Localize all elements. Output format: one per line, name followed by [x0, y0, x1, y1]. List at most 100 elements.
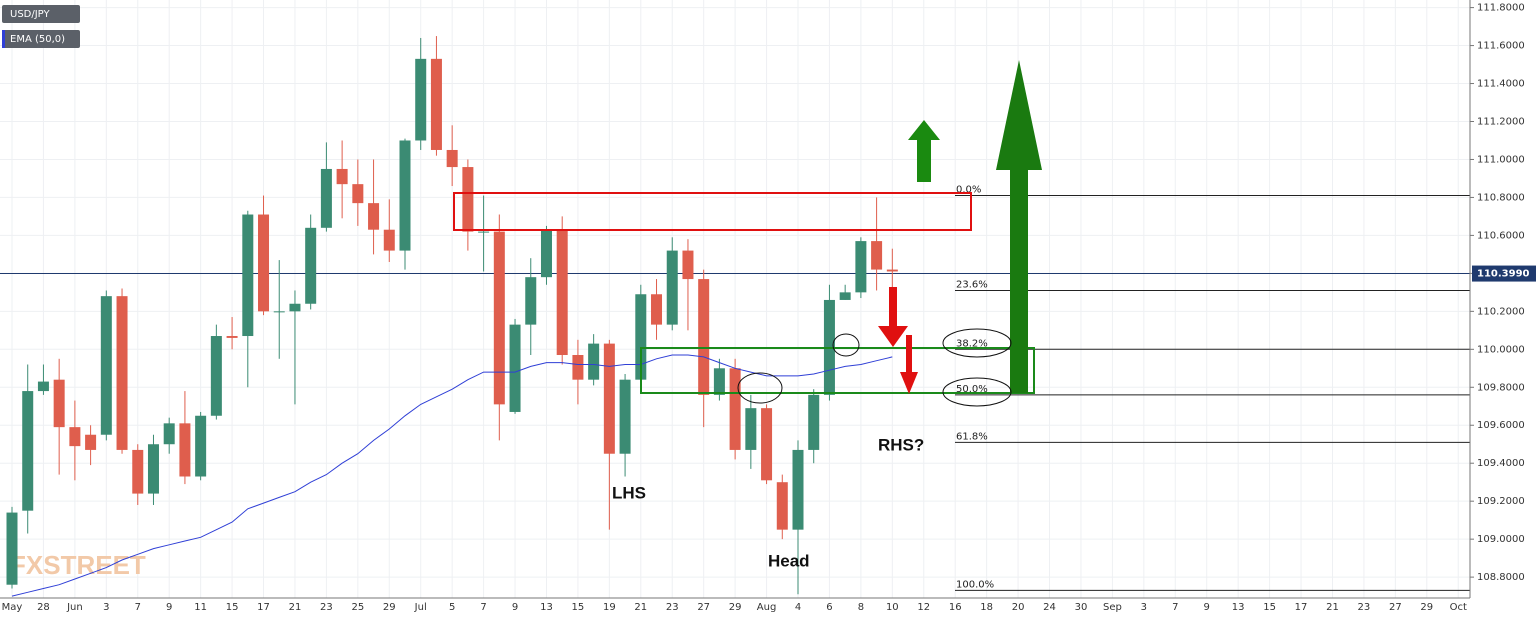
- candle-body: [745, 408, 757, 450]
- x-tick-label: 23: [320, 602, 333, 613]
- last-price-tag: [1472, 265, 1536, 282]
- candle-body: [525, 277, 537, 325]
- x-tick-label: Oct: [1450, 602, 1467, 613]
- candle-body: [666, 250, 678, 325]
- resistance-box: [453, 192, 972, 231]
- y-tick-label: 111.4000: [1477, 79, 1525, 90]
- candle-body: [556, 229, 568, 356]
- x-tick-label: 10: [886, 602, 899, 613]
- candle-body: [792, 449, 804, 530]
- up-arrow-large: [996, 60, 1042, 393]
- legend: USD/JPY EMA (50,0): [2, 5, 80, 48]
- legend-box: [2, 5, 80, 23]
- grid: [0, 0, 1470, 598]
- candle-body: [588, 343, 600, 380]
- candle-body: [305, 227, 317, 304]
- fib-label: 100.0%: [956, 579, 994, 590]
- candle-body: [713, 368, 725, 395]
- highlight-ellipse: [737, 372, 783, 404]
- x-tick-label: 24: [1043, 602, 1056, 613]
- candle-body: [368, 203, 380, 230]
- candle-body: [210, 336, 222, 416]
- x-tick-label: Jul: [414, 602, 427, 613]
- candle-body: [100, 296, 112, 435]
- candle-body: [871, 241, 883, 270]
- x-tick-label: 29: [729, 602, 742, 613]
- x-tick-label: 11: [194, 602, 207, 613]
- candle-body: [761, 408, 773, 481]
- annotation: Head: [768, 551, 810, 570]
- y-tick-label: 109.2000: [1477, 496, 1525, 507]
- x-tick-label: 15: [226, 602, 239, 613]
- x-tick-label: 3: [1141, 602, 1147, 613]
- candle-body: [352, 184, 364, 204]
- x-tick-label: 5: [449, 602, 455, 613]
- x-tick-label: 6: [826, 602, 832, 613]
- legend-symbol: USD/JPY: [10, 9, 50, 20]
- candle-body: [6, 512, 18, 585]
- x-tick-label: 19: [603, 602, 616, 613]
- down-arrow: [900, 335, 918, 394]
- candle-body: [572, 355, 584, 380]
- x-tick-label: May: [2, 602, 23, 613]
- highlight-ellipse: [942, 377, 1012, 407]
- x-tick-label: 20: [1012, 602, 1025, 613]
- candle-body: [698, 279, 710, 395]
- candle-body: [147, 444, 159, 494]
- up-arrow-small: [908, 120, 940, 182]
- x-tick-label: 30: [1075, 602, 1088, 613]
- x-tick-label: 23: [666, 602, 679, 613]
- x-tick-label: 29: [1420, 602, 1433, 613]
- y-tick-label: 109.4000: [1477, 458, 1525, 469]
- annotation: RHS?: [878, 435, 924, 454]
- watermark: FXSTREET: [10, 550, 146, 580]
- x-tick-label: 21: [634, 602, 647, 613]
- x-tick-label: 7: [480, 602, 486, 613]
- x-tick-label: 16: [949, 602, 962, 613]
- x-tick-label: 21: [289, 602, 302, 613]
- price-axis-bg: [1470, 0, 1536, 618]
- candle-body: [635, 294, 647, 380]
- candle-body: [37, 381, 49, 392]
- legend-swatch: [2, 30, 5, 48]
- y-tick-label: 109.8000: [1477, 382, 1525, 393]
- x-tick-label: 25: [351, 602, 364, 613]
- x-tick-label: 7: [135, 602, 141, 613]
- candle-body: [320, 168, 332, 228]
- x-tick-label: 9: [1204, 602, 1210, 613]
- x-tick-label: 23: [1358, 602, 1371, 613]
- candle-body: [273, 311, 285, 313]
- y-tick-label: 110.8000: [1477, 192, 1525, 203]
- candle-body: [415, 58, 427, 141]
- y-tick-label: 110.0000: [1477, 344, 1525, 355]
- highlight-ellipse: [832, 333, 860, 357]
- x-tick-label: 12: [917, 602, 930, 613]
- y-tick-label: 110.2000: [1477, 306, 1525, 317]
- candle-body: [22, 391, 34, 511]
- x-tick-label: 15: [572, 602, 585, 613]
- candle-body: [682, 250, 694, 280]
- x-tick-label: 18: [980, 602, 993, 613]
- fib-label: 23.6%: [956, 279, 988, 290]
- candle-body: [179, 423, 191, 477]
- x-tick-label: 27: [1389, 602, 1402, 613]
- x-tick-label: Jun: [66, 602, 83, 613]
- candle-body: [430, 58, 442, 150]
- overlays: [453, 60, 1042, 407]
- x-tick-label: 13: [540, 602, 553, 613]
- candle-body: [493, 231, 505, 405]
- candle-body: [603, 343, 615, 454]
- candle-body: [619, 379, 631, 454]
- legend-entry: EMA (50,0): [10, 34, 65, 45]
- x-tick-label: Aug: [757, 602, 777, 613]
- candle-body: [839, 292, 851, 300]
- annotation: LHS: [612, 483, 646, 502]
- x-tick-label: 13: [1232, 602, 1245, 613]
- candle-body: [163, 423, 175, 445]
- ema-line: [11, 354, 893, 597]
- y-tick-label: 109.0000: [1477, 534, 1525, 545]
- x-tick-label: 21: [1326, 602, 1339, 613]
- x-tick-label: 3: [103, 602, 109, 613]
